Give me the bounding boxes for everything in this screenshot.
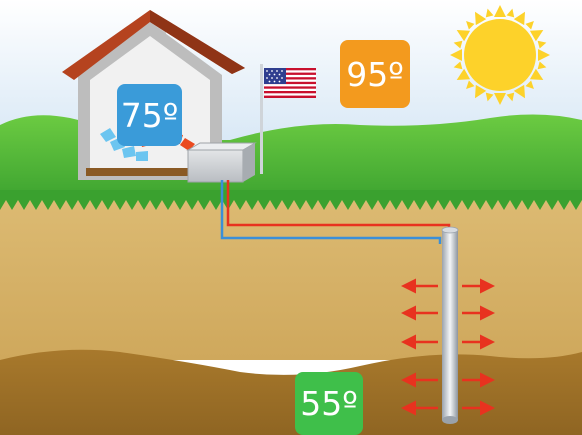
heat-arrow-icon bbox=[401, 278, 495, 416]
outdoor-temperature-badge: 95º bbox=[340, 40, 410, 108]
cold-pipe-line bbox=[220, 180, 442, 244]
indoor-temperature-badge: 75º bbox=[117, 84, 182, 146]
ground-well-pipe bbox=[441, 226, 459, 424]
heat-pump-unit bbox=[186, 142, 257, 183]
flag-icon bbox=[260, 64, 316, 174]
grass-edge bbox=[0, 190, 582, 210]
sun-icon bbox=[450, 5, 550, 105]
soil-lower bbox=[0, 349, 582, 435]
ground-temperature-badge: 55º bbox=[295, 372, 363, 435]
